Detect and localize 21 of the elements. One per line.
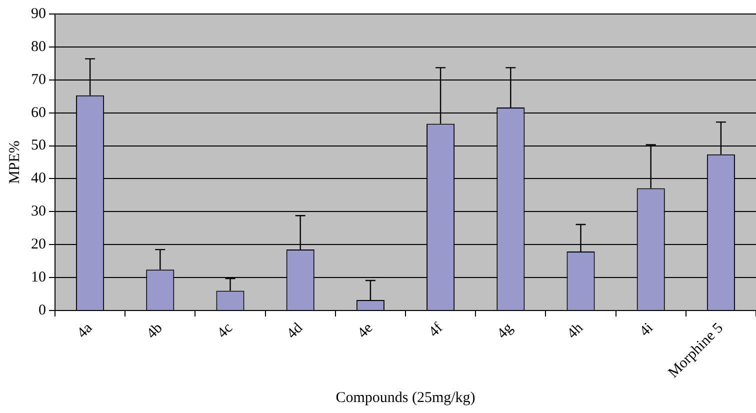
x-axis-title: Compounds (25mg/kg) bbox=[336, 390, 476, 406]
x-tick-label: 4e bbox=[354, 320, 376, 342]
x-tick-label: 4b bbox=[144, 320, 166, 342]
y-tick-label: 40 bbox=[31, 170, 46, 187]
y-tick-label: 20 bbox=[31, 236, 46, 253]
x-tick-label: 4c bbox=[214, 320, 236, 342]
x-tick-label: 4f bbox=[426, 320, 446, 340]
y-tick-label: 10 bbox=[31, 269, 46, 286]
y-tick-label: 80 bbox=[31, 38, 46, 55]
y-tick-label: 60 bbox=[31, 104, 46, 121]
y-axis-title: MPE% bbox=[6, 140, 23, 184]
x-tick-label: 4d bbox=[284, 320, 306, 342]
y-tick-label: 30 bbox=[31, 204, 46, 220]
y-tick-label: 90 bbox=[31, 6, 46, 22]
y-tick-label: 70 bbox=[31, 72, 46, 88]
y-tick-label: 50 bbox=[31, 138, 46, 154]
x-tick-label: 4i bbox=[636, 320, 656, 340]
x-tick-label: 4g bbox=[494, 320, 517, 342]
y-tick-label: 0 bbox=[38, 302, 46, 318]
x-tick-label: 4h bbox=[564, 320, 587, 342]
x-tick-label: 4a bbox=[74, 320, 96, 342]
